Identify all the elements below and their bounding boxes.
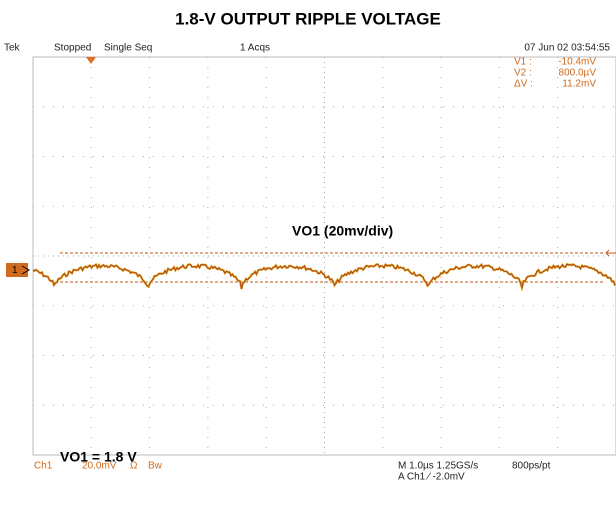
footer-resolution: 800ps/pt	[512, 461, 551, 472]
cursor-name: V1 :	[514, 57, 532, 68]
mode: Single Seq	[104, 43, 152, 54]
state: Stopped	[54, 43, 91, 54]
footer-bw: Bw	[148, 461, 163, 472]
acqs: 1 Acqs	[240, 43, 270, 54]
graticule	[32, 56, 616, 456]
footer-trigger: A Ch1 ∕ -2.0mV	[398, 472, 465, 483]
cursor-value: 11.2mV	[562, 79, 596, 90]
brand: Tek	[4, 43, 21, 54]
channel-arrow	[21, 265, 31, 275]
footer-scale: 20.0mV	[82, 461, 117, 472]
cursor-arrow	[605, 249, 616, 257]
footer-coupling: Ω	[130, 461, 138, 472]
trace-label: VO1 (20mv/div)	[292, 223, 393, 239]
footer-channel: Ch1	[34, 461, 53, 472]
datetime: 07 Jun 02 03:54:55	[524, 43, 610, 54]
title: 1.8-V OUTPUT RIPPLE VOLTAGE	[175, 9, 441, 28]
cursor-name: V2 :	[514, 68, 532, 79]
waveform	[32, 263, 616, 291]
cursor-name: ΔV :	[514, 79, 533, 90]
cursor-value: 800.0µV	[559, 68, 597, 79]
channel-marker: 1	[12, 265, 18, 276]
trigger-marker	[86, 57, 96, 64]
footer-timebase: M 1.0µs 1.25GS/s	[398, 461, 478, 472]
cursor-value: -10.4mV	[558, 57, 596, 68]
voltage-label: VO1 = 1.8 V	[60, 449, 137, 465]
